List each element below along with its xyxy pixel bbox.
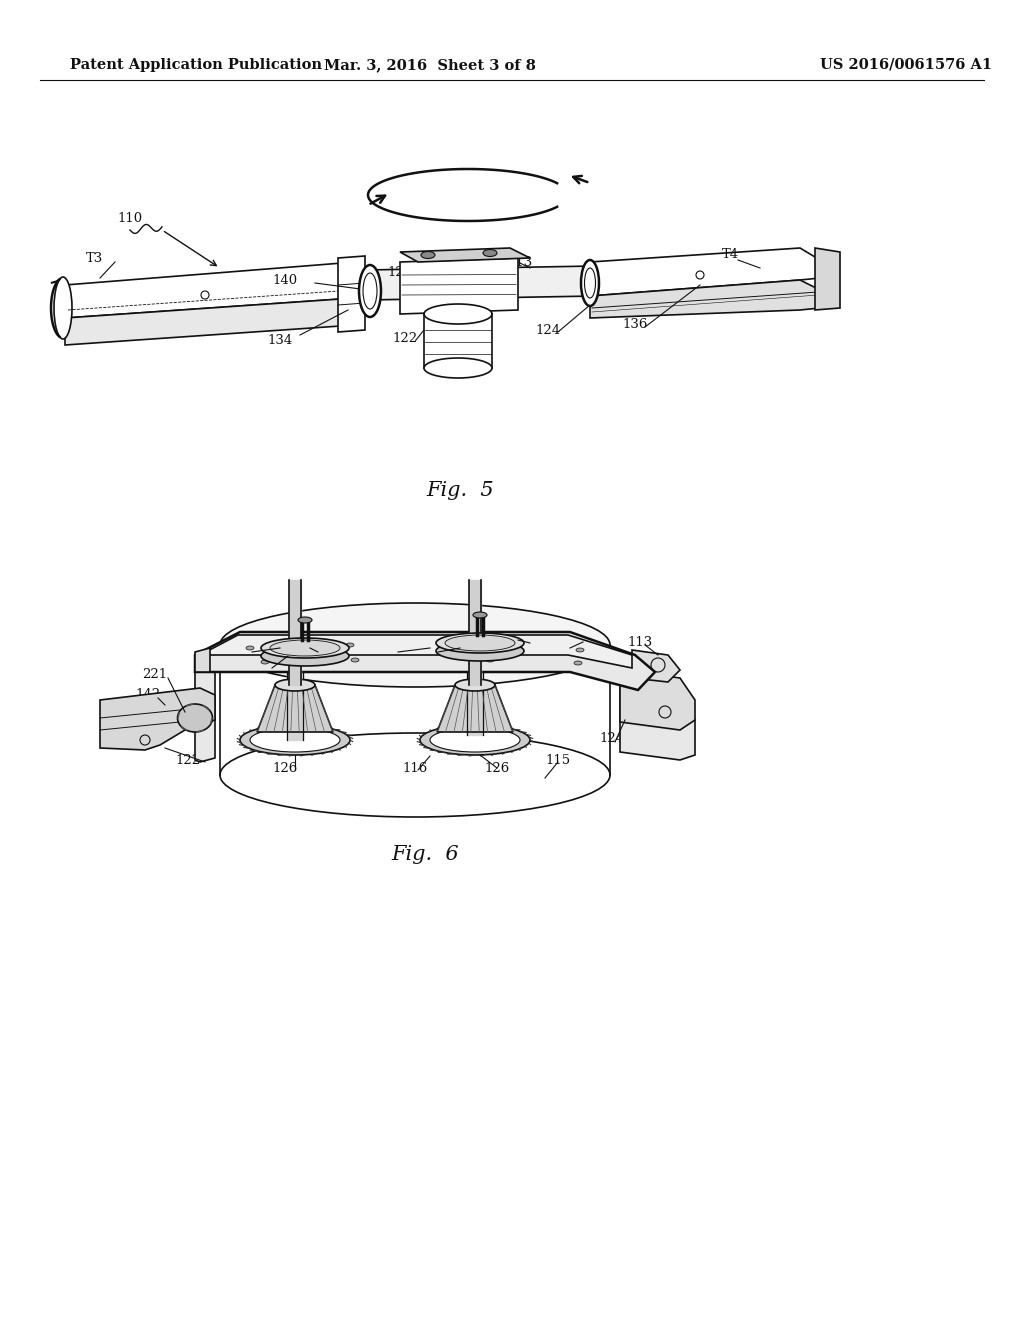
Text: 118: 118 xyxy=(297,642,323,655)
Polygon shape xyxy=(195,648,210,672)
Polygon shape xyxy=(437,685,513,733)
Polygon shape xyxy=(200,635,632,668)
Text: 115: 115 xyxy=(440,329,466,342)
Ellipse shape xyxy=(455,678,495,690)
Ellipse shape xyxy=(436,642,524,661)
Text: Mar. 3, 2016  Sheet 3 of 8: Mar. 3, 2016 Sheet 3 of 8 xyxy=(324,58,536,73)
Text: 185: 185 xyxy=(227,642,253,655)
Text: Fig.  6: Fig. 6 xyxy=(391,846,459,865)
Polygon shape xyxy=(65,298,355,345)
Polygon shape xyxy=(338,256,365,333)
Ellipse shape xyxy=(436,634,524,653)
Ellipse shape xyxy=(246,645,254,649)
Text: 126: 126 xyxy=(272,762,298,775)
Ellipse shape xyxy=(240,725,350,755)
Text: 116: 116 xyxy=(378,642,402,655)
Text: 112: 112 xyxy=(562,631,588,644)
Ellipse shape xyxy=(177,704,213,733)
Polygon shape xyxy=(65,261,355,318)
Text: 124: 124 xyxy=(536,323,560,337)
Ellipse shape xyxy=(346,643,354,647)
Polygon shape xyxy=(620,671,695,730)
Text: 134: 134 xyxy=(267,334,293,346)
Text: 146: 146 xyxy=(252,659,278,672)
Polygon shape xyxy=(590,248,820,296)
Ellipse shape xyxy=(424,304,492,323)
Ellipse shape xyxy=(476,643,484,647)
Ellipse shape xyxy=(261,660,269,664)
Text: Fig.  5: Fig. 5 xyxy=(426,480,494,499)
Ellipse shape xyxy=(261,638,349,657)
Ellipse shape xyxy=(421,252,435,259)
Ellipse shape xyxy=(250,729,340,752)
Ellipse shape xyxy=(261,645,349,667)
Text: 142: 142 xyxy=(135,689,161,701)
Polygon shape xyxy=(195,632,655,690)
Text: 126: 126 xyxy=(484,762,510,775)
Ellipse shape xyxy=(270,640,340,656)
Ellipse shape xyxy=(420,725,530,755)
Ellipse shape xyxy=(220,733,610,817)
Polygon shape xyxy=(400,257,518,314)
Polygon shape xyxy=(400,248,530,261)
Ellipse shape xyxy=(220,603,610,686)
Text: 115: 115 xyxy=(546,754,570,767)
Polygon shape xyxy=(632,649,680,682)
Ellipse shape xyxy=(445,635,515,651)
Ellipse shape xyxy=(575,648,584,652)
Ellipse shape xyxy=(351,657,359,663)
Ellipse shape xyxy=(359,265,381,317)
Text: 110: 110 xyxy=(118,211,142,224)
Ellipse shape xyxy=(54,277,72,339)
Text: 122: 122 xyxy=(175,754,201,767)
Text: 113: 113 xyxy=(507,256,532,268)
Polygon shape xyxy=(620,688,695,760)
Text: 116: 116 xyxy=(402,762,428,775)
Text: 112: 112 xyxy=(437,261,463,275)
Text: 113: 113 xyxy=(628,635,652,648)
Ellipse shape xyxy=(486,657,494,663)
Polygon shape xyxy=(815,248,840,310)
Ellipse shape xyxy=(424,358,492,378)
Polygon shape xyxy=(590,280,820,318)
Polygon shape xyxy=(257,685,333,733)
Ellipse shape xyxy=(585,268,596,298)
Text: T4: T4 xyxy=(722,248,738,261)
Text: US 2016/0061576 A1: US 2016/0061576 A1 xyxy=(820,58,992,73)
Ellipse shape xyxy=(483,249,497,256)
Text: 123: 123 xyxy=(387,265,413,279)
Text: 124: 124 xyxy=(599,731,625,744)
Text: 140: 140 xyxy=(272,273,298,286)
Text: Patent Application Publication: Patent Application Publication xyxy=(70,58,322,73)
Text: 120: 120 xyxy=(418,642,442,655)
Ellipse shape xyxy=(298,616,312,623)
Text: 131: 131 xyxy=(498,628,522,642)
Ellipse shape xyxy=(430,729,520,752)
Ellipse shape xyxy=(275,678,315,690)
Ellipse shape xyxy=(581,260,599,306)
Polygon shape xyxy=(100,688,215,750)
Text: 221: 221 xyxy=(142,668,168,681)
Ellipse shape xyxy=(362,273,377,309)
Text: 136: 136 xyxy=(623,318,648,331)
Polygon shape xyxy=(195,668,215,762)
Text: T3: T3 xyxy=(86,252,103,264)
Ellipse shape xyxy=(473,612,487,618)
Text: 122: 122 xyxy=(392,331,418,345)
Ellipse shape xyxy=(574,661,582,665)
